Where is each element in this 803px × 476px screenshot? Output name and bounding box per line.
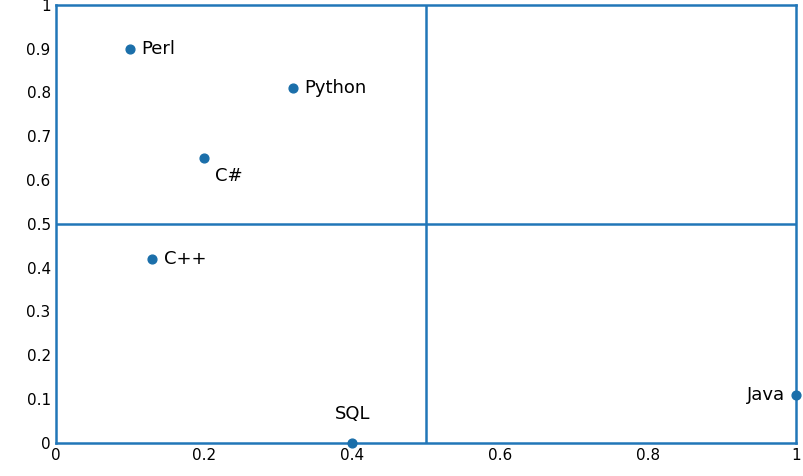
Text: Perl: Perl — [141, 40, 175, 58]
Point — [198, 154, 210, 162]
Point — [146, 255, 159, 263]
Text: C++: C++ — [163, 250, 206, 268]
Point — [124, 45, 137, 52]
Text: Java: Java — [746, 386, 784, 404]
Point — [789, 391, 801, 398]
Text: Python: Python — [304, 79, 366, 97]
Text: C#: C# — [215, 167, 243, 185]
Text: SQL: SQL — [334, 405, 369, 423]
Point — [286, 84, 299, 92]
Point — [345, 439, 358, 446]
